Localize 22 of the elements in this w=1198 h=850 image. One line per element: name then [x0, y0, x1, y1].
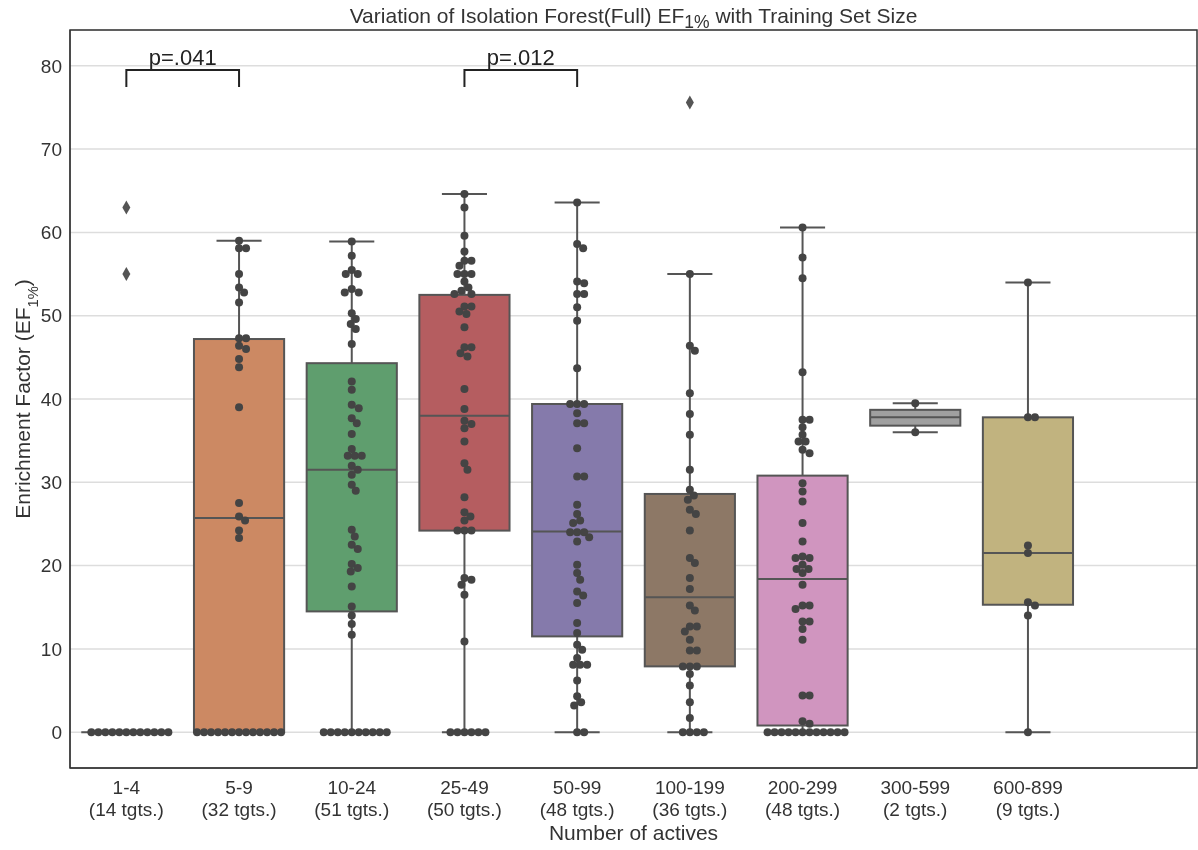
y-tick-label: 40	[40, 388, 62, 410]
y-tick-label: 70	[40, 138, 62, 160]
y-tick-label: 50	[40, 305, 62, 327]
x-tick-label: 600-899 (9 tgts.)	[993, 777, 1063, 820]
y-tick-label: 10	[40, 638, 62, 660]
x-tick-label: 50-99 (48 tgts.)	[539, 777, 615, 820]
annotation: p=.012	[486, 45, 555, 70]
annotation: p=.041	[148, 45, 217, 70]
chart-title: Variation of Isolation Forest(Full) EF$_{1%}$ with Training Set Size	[348, 4, 919, 34]
x-tick-label: 100-199 (36 tgts.)	[652, 777, 728, 820]
x-tick-label: 5-9 (32 tgts.)	[201, 777, 277, 820]
x-tick-label: 200-299 (48 tgts.)	[765, 777, 841, 820]
x-tick-label: 300-599 (2 tgts.)	[880, 777, 951, 820]
y-tick-label: 60	[40, 222, 62, 244]
x-tick-label: 10-24 (51 tgts.)	[314, 777, 390, 820]
y-tick-label: 0	[51, 721, 62, 743]
y-tick-label: 20	[40, 555, 62, 577]
x-axis-title: Number of actives	[548, 821, 719, 844]
y-tick-label: 80	[40, 55, 62, 77]
y-tick-label: 30	[40, 472, 62, 494]
x-tick-label: 25-49 (50 tgts.)	[426, 777, 502, 820]
x-tick-label: 1-4 (14 tgts.)	[88, 777, 164, 820]
